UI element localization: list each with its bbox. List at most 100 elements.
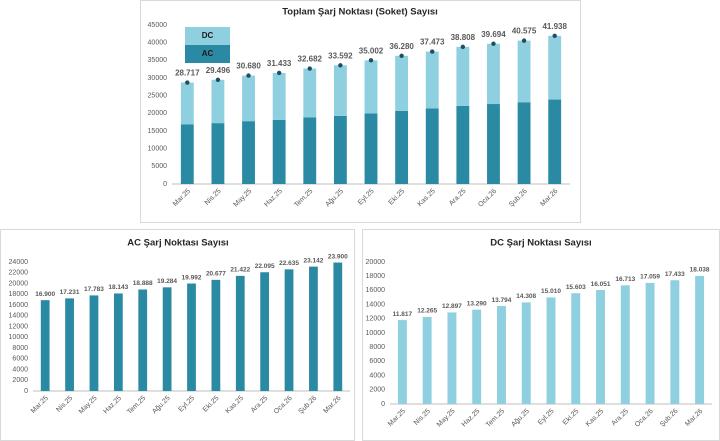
data-label: 15.010: [541, 288, 561, 295]
y-tick-label: 10000: [9, 334, 29, 341]
y-tick-label: 20000: [366, 259, 386, 266]
y-tick-label: 20000: [148, 110, 168, 117]
bar: [113, 293, 123, 391]
bar: [472, 309, 482, 404]
bar: [571, 293, 581, 404]
chart-title: DC Şarj Noktası Sayısı: [490, 238, 591, 249]
total-marker: [215, 77, 221, 82]
bar-segment: [456, 46, 470, 106]
total-label: 36.280: [389, 42, 414, 51]
bar: [596, 290, 605, 404]
data-label: 12.897: [442, 303, 462, 310]
total-marker: [460, 44, 466, 50]
bar-segment: [487, 43, 500, 105]
data-label: 18.888: [133, 280, 153, 287]
y-tick-label: 25000: [148, 93, 168, 100]
data-label: 22.095: [255, 263, 275, 270]
bar-segment: [425, 108, 439, 184]
data-label: 11.817: [393, 311, 413, 318]
total-label: 29.496: [206, 66, 231, 75]
bar: [187, 283, 196, 391]
bar-segment: [517, 102, 531, 184]
bar: [211, 279, 221, 391]
bar: [497, 306, 506, 404]
bar-segment: [333, 115, 347, 184]
bar-segment: [517, 40, 531, 103]
y-tick-label: 4000: [369, 372, 385, 379]
data-label: 19.284: [157, 278, 177, 285]
bar-segment: [487, 104, 500, 184]
bar: [309, 266, 318, 391]
total-label: 38.808: [451, 33, 476, 42]
y-tick-label: 45000: [148, 22, 168, 29]
bar-segment: [303, 68, 317, 118]
bar: [422, 316, 432, 404]
bar: [447, 312, 457, 404]
bar-segment: [395, 110, 409, 184]
bar-segment: [180, 82, 194, 125]
bar: [670, 280, 680, 404]
data-label: 23.900: [328, 253, 348, 260]
y-tick-label: 6000: [12, 356, 28, 363]
total-marker: [521, 38, 527, 43]
bar: [260, 272, 270, 391]
total-label: 39.694: [481, 30, 506, 39]
y-tick-label: 6000: [369, 358, 385, 365]
bar-segment: [395, 55, 409, 111]
total-label: 40.575: [512, 27, 537, 36]
bar: [645, 282, 655, 404]
bar: [89, 295, 99, 391]
data-label: 12.265: [417, 308, 437, 315]
y-tick-label: 30000: [148, 75, 168, 82]
bar: [333, 262, 343, 391]
legend-swatch: [185, 27, 230, 45]
panel: [0, 229, 355, 441]
bar: [397, 320, 407, 404]
y-tick-label: 2000: [369, 387, 385, 394]
y-tick-label: 2000: [12, 377, 28, 384]
total-label: 32.682: [298, 55, 323, 64]
total-label: 28.717: [175, 69, 200, 78]
total-label: 30.680: [236, 62, 261, 71]
bar: [546, 297, 556, 404]
legend-swatch: [185, 45, 230, 63]
bar-segment: [364, 60, 378, 114]
data-label: 13.794: [492, 297, 512, 304]
data-label: 18.143: [108, 284, 128, 291]
total-label: 41.938: [542, 22, 567, 31]
data-label: 21.422: [230, 267, 250, 274]
total-marker: [430, 49, 435, 54]
y-tick-label: 18000: [366, 273, 386, 280]
chart-title: AC Şarj Noktası Sayısı: [127, 238, 228, 249]
data-label: 19.992: [182, 274, 202, 281]
panel: [362, 229, 720, 441]
data-label: 17.433: [665, 271, 685, 278]
bar: [620, 285, 630, 404]
bar: [40, 300, 50, 391]
y-tick-label: 18000: [9, 291, 29, 298]
chart-title: Toplam Şarj Noktası (Soket) Sayısı: [282, 7, 438, 18]
bar: [284, 269, 294, 391]
data-label: 20.677: [206, 271, 226, 278]
bar-segment: [456, 105, 470, 184]
legend-label: DC: [202, 31, 214, 40]
y-tick-label: 0: [381, 401, 385, 408]
y-tick-label: 35000: [148, 57, 168, 64]
y-tick-label: 4000: [12, 366, 28, 373]
total-marker: [491, 41, 496, 46]
bar-segment: [180, 124, 194, 184]
y-tick-label: 14000: [9, 313, 29, 320]
data-label: 16.900: [35, 291, 55, 298]
bar-segment: [548, 35, 562, 100]
bar: [521, 302, 531, 404]
y-tick-label: 12000: [9, 323, 29, 330]
data-label: 17.783: [84, 286, 104, 293]
data-label: 23.142: [303, 257, 323, 264]
data-label: 15.603: [566, 284, 586, 291]
data-label: 18.038: [690, 267, 710, 274]
y-tick-label: 0: [24, 388, 28, 395]
data-label: 13.290: [467, 300, 487, 307]
y-tick-label: 14000: [366, 301, 386, 308]
total-label: 33.592: [328, 51, 353, 60]
